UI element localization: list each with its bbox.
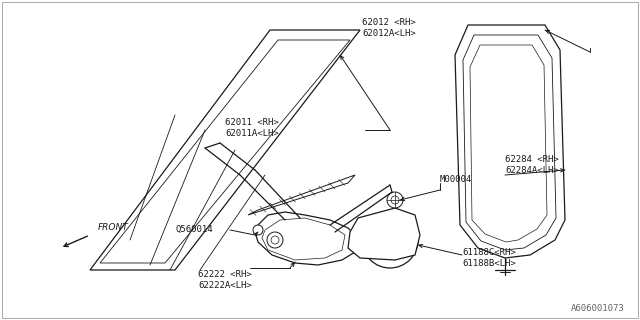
Polygon shape	[90, 30, 360, 270]
Circle shape	[362, 212, 418, 268]
Text: M00004: M00004	[440, 175, 472, 184]
Circle shape	[253, 225, 263, 235]
Text: 62284 <RH>
62284A<LH>: 62284 <RH> 62284A<LH>	[505, 155, 559, 175]
Polygon shape	[455, 25, 565, 258]
Text: 62012 <RH>
62012A<LH>: 62012 <RH> 62012A<LH>	[362, 18, 416, 38]
Circle shape	[387, 192, 403, 208]
Text: A606001073: A606001073	[572, 304, 625, 313]
Polygon shape	[248, 175, 355, 215]
Polygon shape	[348, 208, 420, 260]
Polygon shape	[255, 212, 358, 265]
Circle shape	[382, 232, 398, 248]
Text: FRONT: FRONT	[98, 223, 129, 233]
Text: Q560014: Q560014	[175, 225, 212, 234]
Text: 62222 <RH>
62222A<LH>: 62222 <RH> 62222A<LH>	[198, 270, 252, 290]
Text: 62011 <RH>
62011A<LH>: 62011 <RH> 62011A<LH>	[225, 118, 279, 138]
Text: 61188C<RH>
61188B<LH>: 61188C<RH> 61188B<LH>	[462, 248, 516, 268]
